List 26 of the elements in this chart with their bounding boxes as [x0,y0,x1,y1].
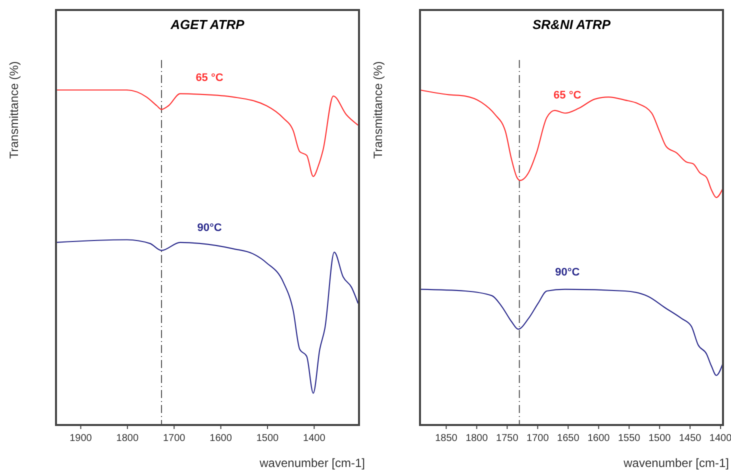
x-tick-label: 1550 [618,433,641,444]
x-tick-label: 1600 [588,433,610,444]
series-label: 90°C [197,222,222,234]
x-tick-label: 1500 [256,433,280,444]
x-axis-title: wavenumber [cm-1] [258,456,365,470]
chart-title: SR&NI ATRP [532,17,611,32]
x-tick-label: 1600 [210,433,232,444]
x-tick-label: 1700 [526,433,550,444]
x-tick-label: 1800 [116,433,139,444]
chart-title: AGET ATRP [170,17,245,32]
x-tick-label: 1400 [303,433,326,444]
x-tick-label: 1400 [709,433,731,444]
x-tick-label: 1650 [557,433,580,444]
x-tick-label: 1800 [466,433,488,444]
y-axis-title: Transmittance (%) [371,61,385,159]
x-tick-label: 1700 [162,433,186,444]
x-tick-label: 1850 [435,433,458,444]
x-tick-label: 1450 [678,433,702,444]
x-tick-label: 1900 [70,433,92,444]
series-label: 65 °C [196,72,224,84]
x-axis-title: wavenumber [cm-1] [622,456,729,470]
x-tick-label: 1750 [496,433,519,444]
y-axis-title: Transmittance (%) [7,61,21,159]
series-label: 65 °C [554,89,582,102]
x-tick-label: 1500 [648,433,672,444]
series-label: 90°C [555,266,580,278]
